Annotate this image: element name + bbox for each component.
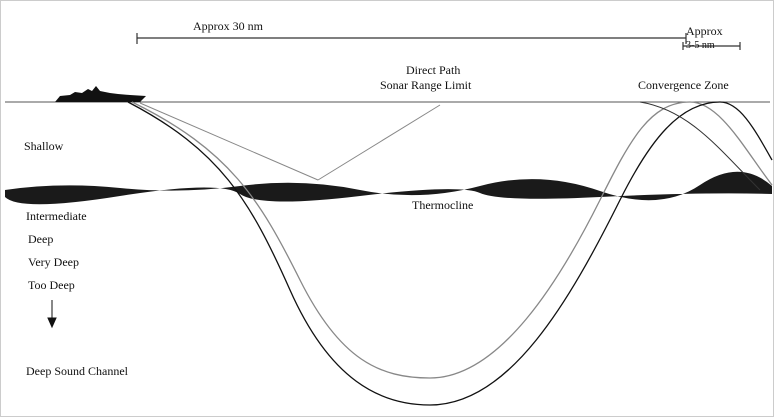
direct-path-lines (139, 102, 441, 181)
depth-label: Too Deep (28, 278, 75, 292)
annotation: Direct Path (406, 63, 460, 77)
annotation: Sonar Range Limit (380, 78, 472, 92)
depth-label: Intermediate (26, 209, 87, 223)
depth-arrow (47, 300, 57, 329)
sound-ray-upper (131, 101, 773, 379)
depth-label: Deep Sound Channel (26, 364, 129, 378)
ship (55, 86, 146, 102)
range-label: 3-5 nm (686, 40, 715, 51)
range-label: Approx 30 nm (193, 19, 264, 33)
range-bars (136, 33, 741, 50)
depth-label: Shallow (24, 139, 64, 153)
depth-label: Deep (28, 232, 53, 246)
annotation: Thermocline (412, 198, 473, 212)
sound-ray-lower (127, 101, 773, 406)
sound-ray-return (639, 101, 761, 191)
annotation: Convergence Zone (638, 78, 729, 92)
range-label: Approx (686, 24, 723, 38)
thermocline-band (5, 171, 772, 205)
depth-label: Very Deep (28, 255, 79, 269)
